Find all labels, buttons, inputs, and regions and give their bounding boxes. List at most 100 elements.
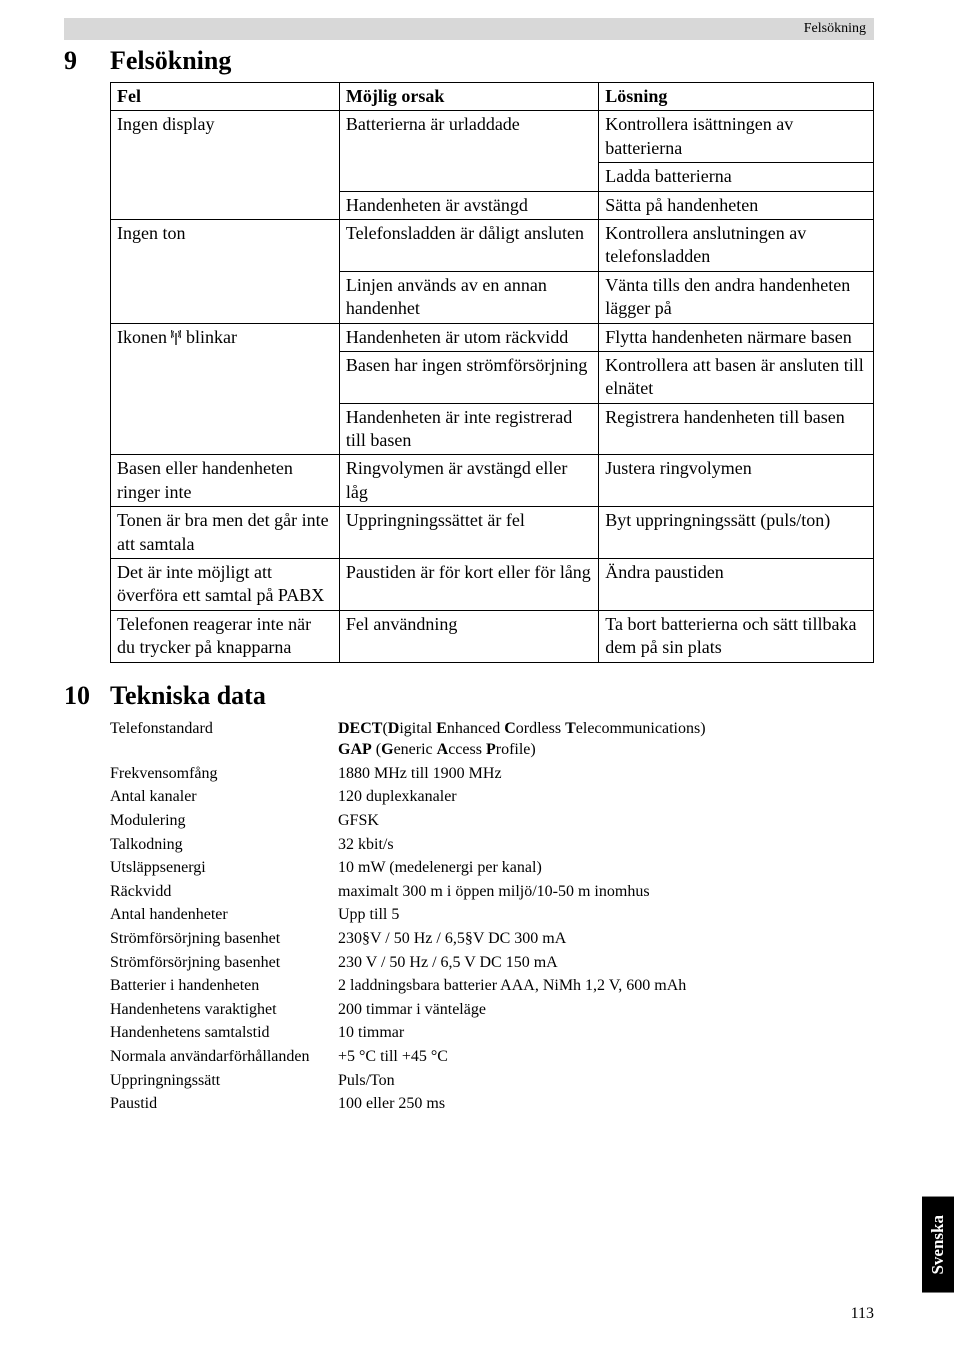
spec-value: 2 laddningsbara batterier AAA, NiMh 1,2 …	[338, 974, 874, 998]
section-10-title: Tekniska data	[110, 681, 266, 711]
spec-key: Paustid	[110, 1092, 338, 1116]
table-cell: Kontrollera isättningen av batterierna	[599, 111, 874, 163]
table-header: Möjlig orsak	[339, 83, 598, 111]
spec-row: Batterier i handenheten2 laddningsbara b…	[110, 974, 874, 998]
spec-key: Normala användarförhållanden	[110, 1045, 338, 1069]
spec-row: ModuleringGFSK	[110, 809, 874, 833]
table-cell: Det är inte möjligt att överföra ett sam…	[111, 559, 340, 611]
spec-row: Normala användarförhållanden+5 °C till +…	[110, 1045, 874, 1069]
spec-value: 200 timmar i vänteläge	[338, 998, 874, 1022]
spec-value: GFSK	[338, 809, 874, 833]
table-cell: Byt uppringningssätt (puls/ton)	[599, 507, 874, 559]
table-cell: Ladda batterierna	[599, 163, 874, 191]
spec-row: Handenhetens samtalstid10 timmar	[110, 1021, 874, 1045]
spec-value: 230 V / 50 Hz / 6,5 V DC 150 mA	[338, 951, 874, 975]
table-row: Ingen tonTelefonsladden är dåligt anslut…	[111, 219, 874, 271]
spec-value: 100 eller 250 ms	[338, 1092, 874, 1116]
spec-key: Batterier i handenheten	[110, 974, 338, 998]
spec-row: Talkodning32 kbit/s	[110, 833, 874, 857]
spec-key: Handenhetens varaktighet	[110, 998, 338, 1022]
spec-row: Strömförsörjning basenhet230 V / 50 Hz /…	[110, 951, 874, 975]
spec-key: Utsläppsenergi	[110, 856, 338, 880]
spec-row: Frekvensomfång1880 MHz till 1900 MHz	[110, 762, 874, 786]
spec-row: Strömförsörjning basenhet230§V / 50 Hz /…	[110, 927, 874, 951]
spec-key: Frekvensomfång	[110, 762, 338, 786]
spec-value: 1880 MHz till 1900 MHz	[338, 762, 874, 786]
spec-value: 230§V / 50 Hz / 6,5§V DC 300 mA	[338, 927, 874, 951]
spec-value: +5 °C till +45 °C	[338, 1045, 874, 1069]
table-header: Lösning	[599, 83, 874, 111]
spec-row: Räckviddmaximalt 300 m i öppen miljö/10-…	[110, 880, 874, 904]
spec-key: Räckvidd	[110, 880, 338, 904]
table-cell: Kontrollera anslutningen av telefonsladd…	[599, 219, 874, 271]
spec-row: Antal handenheterUpp till 5	[110, 903, 874, 927]
table-header: Fel	[111, 83, 340, 111]
running-header: Felsökning	[64, 18, 874, 40]
table-cell: Telefonen reagerar inte när du trycker p…	[111, 610, 340, 662]
spec-key: Strömförsörjning basenhet	[110, 951, 338, 975]
section-9-heading: 9 Felsökning	[64, 46, 874, 76]
spec-value: 10 timmar	[338, 1021, 874, 1045]
spec-row: TelefonstandardDECT(Digital Enhanced Cor…	[110, 717, 874, 762]
spec-row: Paustid100 eller 250 ms	[110, 1092, 874, 1116]
section-9-number: 9	[64, 46, 110, 76]
section-9-title: Felsökning	[110, 46, 231, 76]
table-cell: Registrera handenheten till basen	[599, 403, 874, 455]
table-cell: Basen har ingen strömförsörjning	[339, 351, 598, 403]
spec-key: Antal kanaler	[110, 785, 338, 809]
section-10-heading: 10 Tekniska data	[64, 681, 874, 711]
spec-row: Antal kanaler120 duplexkanaler	[110, 785, 874, 809]
spec-key: Uppringningssätt	[110, 1069, 338, 1093]
table-cell: Flytta handenheten närmare basen	[599, 323, 874, 351]
table-cell: Ringvolymen är avstängd eller låg	[339, 455, 598, 507]
table-row: Ingen displayBatterierna är urladdadeKon…	[111, 111, 874, 163]
spec-key: Handenhetens samtalstid	[110, 1021, 338, 1045]
table-cell: Telefonsladden är dåligt ansluten	[339, 219, 598, 271]
spec-key: Talkodning	[110, 833, 338, 857]
table-cell: Ingen display	[111, 111, 340, 220]
spec-value: 10 mW (medelenergi per kanal)	[338, 856, 874, 880]
table-cell: Justera ringvolymen	[599, 455, 874, 507]
spec-value: 32 kbit/s	[338, 833, 874, 857]
table-cell: Fel användning	[339, 610, 598, 662]
language-tab: Svenska	[922, 1197, 954, 1293]
table-row: Basen eller handenheten ringer inteRingv…	[111, 455, 874, 507]
table-row: Ikonen blinkarHandenheten är utom räckvi…	[111, 323, 874, 351]
spec-key: Modulering	[110, 809, 338, 833]
running-title: Felsökning	[804, 21, 866, 36]
table-cell: Handenheten är avstängd	[339, 191, 598, 219]
spec-value: maximalt 300 m i öppen miljö/10-50 m ino…	[338, 880, 874, 904]
spec-value: 120 duplexkanaler	[338, 785, 874, 809]
table-cell: Paustiden är för kort eller för lång	[339, 559, 598, 611]
table-cell: Uppringningssättet är fel	[339, 507, 598, 559]
table-cell: Vänta tills den andra handenheten lägger…	[599, 271, 874, 323]
table-cell: Ikonen blinkar	[111, 323, 340, 455]
spec-value: Upp till 5	[338, 903, 874, 927]
table-cell: Handenheten är inte registrerad till bas…	[339, 403, 598, 455]
table-cell: Handenheten är utom räckvidd	[339, 323, 598, 351]
troubleshooting-table: FelMöjlig orsakLösningIngen displayBatte…	[110, 82, 874, 663]
table-cell: Ta bort batterierna och sätt tillbaka de…	[599, 610, 874, 662]
table-cell: Tonen är bra men det går inte att samtal…	[111, 507, 340, 559]
spec-value: Puls/Ton	[338, 1069, 874, 1093]
spec-row: UppringningssättPuls/Ton	[110, 1069, 874, 1093]
table-cell: Ändra paustiden	[599, 559, 874, 611]
antenna-icon	[171, 327, 181, 347]
table-cell: Basen eller handenheten ringer inte	[111, 455, 340, 507]
table-row: Telefonen reagerar inte när du trycker p…	[111, 610, 874, 662]
spec-key: Antal handenheter	[110, 903, 338, 927]
table-cell: Linjen används av en annan handenhet	[339, 271, 598, 323]
table-cell: Sätta på handenheten	[599, 191, 874, 219]
spec-row: Handenhetens varaktighet200 timmar i vän…	[110, 998, 874, 1022]
table-cell: Batterierna är urladdade	[339, 111, 598, 191]
table-cell: Ingen ton	[111, 219, 340, 323]
table-row: Det är inte möjligt att överföra ett sam…	[111, 559, 874, 611]
table-row: Tonen är bra men det går inte att samtal…	[111, 507, 874, 559]
technical-data-table: TelefonstandardDECT(Digital Enhanced Cor…	[110, 717, 874, 1116]
spec-key: Telefonstandard	[110, 717, 338, 762]
spec-row: Utsläppsenergi10 mW (medelenergi per kan…	[110, 856, 874, 880]
spec-value: DECT(Digital Enhanced Cordless Telecommu…	[338, 717, 874, 762]
section-10-number: 10	[64, 681, 110, 711]
page-number: 113	[851, 1305, 874, 1323]
table-cell: Kontrollera att basen är ansluten till e…	[599, 351, 874, 403]
